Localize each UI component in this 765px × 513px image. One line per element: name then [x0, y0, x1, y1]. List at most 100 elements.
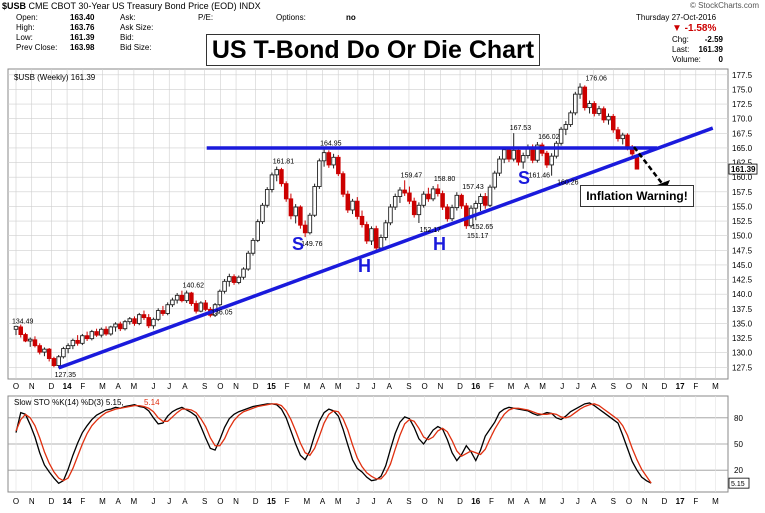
- candle-body: [250, 239, 256, 254]
- candle-body: [23, 334, 28, 342]
- price-x-tick-label: 16: [471, 382, 480, 391]
- candle-body: [298, 206, 303, 226]
- candle-body: [160, 310, 166, 314]
- price-y-tick-label: 152.5: [732, 217, 753, 226]
- candle-body: [61, 348, 66, 358]
- price-annotation: 152.17: [420, 227, 442, 234]
- price-annotation: 134.49: [12, 318, 34, 325]
- chg-value: -2.59: [704, 35, 723, 44]
- candle-body: [42, 348, 47, 353]
- price-x-tick-label: N: [437, 382, 443, 391]
- candle-body: [544, 152, 550, 166]
- price-y-tick-label: 142.5: [732, 276, 753, 285]
- price-x-tick-label: N: [233, 382, 239, 391]
- options-label: Options:: [276, 13, 306, 22]
- candle-body: [625, 134, 630, 148]
- price-x-tick-label: F: [693, 382, 698, 391]
- low-value: 161.39: [70, 33, 95, 42]
- stoch-x-tick-label: M: [131, 497, 138, 506]
- price-y-tick-label: 147.5: [732, 246, 753, 255]
- stoch-x-tick-label: M: [539, 497, 546, 506]
- candle-body: [179, 294, 185, 302]
- candle-body: [549, 155, 554, 166]
- candle-body: [563, 124, 569, 130]
- candle-body: [573, 93, 578, 114]
- candle-body: [122, 321, 128, 330]
- candle-body: [492, 172, 497, 188]
- prev-close-value: 163.98: [70, 43, 95, 52]
- stoch-x-tick-label: M: [508, 497, 515, 506]
- price-x-tick-label: O: [626, 382, 632, 391]
- candle-body: [146, 317, 151, 327]
- candle-body: [170, 299, 175, 306]
- stoch-x-tick-label: J: [576, 497, 580, 506]
- price-x-tick-label: D: [48, 382, 54, 391]
- candle-body: [89, 331, 95, 340]
- candle-body: [582, 86, 588, 109]
- candle-body: [359, 215, 365, 226]
- price-x-tick-label: A: [524, 382, 530, 391]
- stoch-x-tick-label: A: [387, 497, 393, 506]
- price-x-tick-label: N: [29, 382, 35, 391]
- high-label: High:: [16, 23, 35, 32]
- ask-label: Ask:: [120, 13, 136, 22]
- price-x-tick-label: M: [131, 382, 138, 391]
- stoch-x-tick-label: 15: [267, 497, 276, 506]
- candle-body: [165, 304, 170, 314]
- stoch-y-tick-label: 80: [734, 414, 743, 423]
- price-y-tick-label: 135.0: [732, 319, 753, 328]
- stoch-last-marker-box: [728, 477, 750, 489]
- stoch-x-tick-label: N: [437, 497, 443, 506]
- price-x-tick-label: J: [576, 382, 580, 391]
- price-annotation: 167.53: [510, 125, 532, 132]
- candle-body: [99, 328, 104, 336]
- price-x-tick-label: F: [285, 382, 290, 391]
- chg-label: Chg:: [672, 35, 689, 44]
- last-label: Last:: [672, 45, 690, 54]
- candle-body: [435, 188, 441, 195]
- candle-body: [554, 142, 559, 157]
- stoch-x-tick-label: M: [99, 497, 106, 506]
- pattern-label: S: [518, 168, 530, 188]
- options-value: no: [346, 13, 356, 22]
- price-x-tick-label: J: [372, 382, 376, 391]
- price-x-tick-label: J: [152, 382, 156, 391]
- stoch-legend-d: 5.14: [144, 398, 160, 407]
- price-annotation: 157.43: [462, 184, 484, 191]
- price-annotation: 161.46: [529, 173, 551, 180]
- volume-label: Volume:: [672, 55, 701, 64]
- candle-body: [364, 224, 370, 242]
- candle-body: [236, 276, 242, 283]
- low-label: Low:: [16, 33, 33, 42]
- high-value: 163.76: [70, 23, 95, 32]
- price-x-tick-label: 14: [63, 382, 72, 391]
- price-annotation: 140.62: [183, 283, 205, 290]
- candle-body: [65, 345, 71, 350]
- price-x-tick-label: J: [167, 382, 171, 391]
- stoch-d-line: [15, 403, 652, 484]
- price-x-tick-label: M: [99, 382, 106, 391]
- stoch-x-tick-label: A: [182, 497, 188, 506]
- candle-body: [373, 228, 379, 249]
- candle-body: [56, 356, 61, 366]
- price-y-tick-label: 165.0: [732, 144, 753, 153]
- candle-body: [108, 326, 114, 335]
- candle-body: [255, 221, 260, 241]
- arrow-shaft: [633, 146, 665, 187]
- description-label: CME CBOT 30-Year US Treasury Bond Price …: [28, 1, 237, 11]
- candle-body: [151, 318, 156, 327]
- stoch-x-tick-label: O: [626, 497, 632, 506]
- candle-body: [568, 112, 573, 126]
- candle-body: [402, 189, 407, 194]
- stoch-x-tick-label: D: [253, 497, 259, 506]
- candle-body: [307, 214, 313, 234]
- candle-body: [203, 302, 208, 310]
- candle-body: [222, 280, 227, 292]
- candle-body: [113, 323, 118, 328]
- candle-body: [592, 103, 597, 114]
- candle-body: [269, 174, 275, 190]
- stoch-x-tick-label: O: [217, 497, 223, 506]
- candle-body: [516, 149, 521, 163]
- price-y-tick-label: 155.0: [732, 202, 753, 211]
